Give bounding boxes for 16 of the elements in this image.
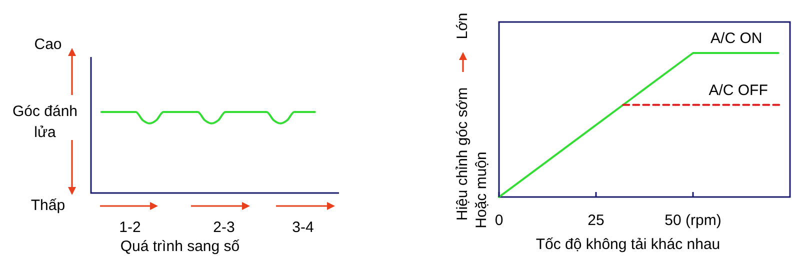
series-label: A/C ON [710,30,762,47]
text: Thấp [30,196,66,214]
x-tick-label: 50 (rpm) [664,212,722,229]
x-axis-title: Tốc độ không tải khác nhau [536,236,720,253]
y-axis-title: Hiệu chỉnh góc sớm [454,87,471,221]
text: 1-2 [119,218,141,236]
text: Lớn [454,12,471,40]
text: Cao [34,36,62,53]
text: 2-3 [213,218,235,236]
series-label: A/C OFF [708,82,768,99]
text: 3-4 [292,218,314,236]
x-tick-label: 25 [588,212,604,229]
x-axis-title: Quá trình sang số [120,238,240,255]
y-axis-title: Góc đánh lửa [12,102,78,141]
x-tick-label: 0 [494,212,504,229]
text: Hoặc muộn [472,152,490,228]
